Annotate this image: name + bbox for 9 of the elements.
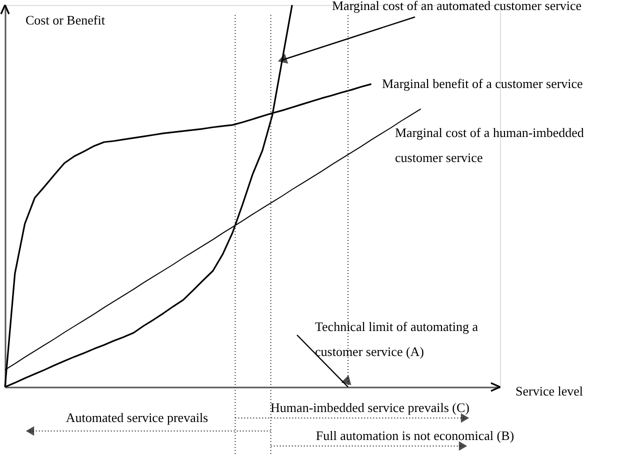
text: Human-imbedded service prevails (C) — [270, 400, 470, 415]
text: Automated service prevails — [66, 410, 208, 425]
series-label: Marginal cost of a human-imbedded customer service — [395, 125, 584, 165]
y-axis-title: Cost or Benefit — [26, 12, 106, 28]
text: Marginal cost of an automated customer service — [332, 0, 582, 13]
text: Full automation is not economical (B) — [316, 428, 514, 443]
annotation: Technical limit of automating a customer service (A) — [315, 319, 478, 359]
x-axis-title: Service level — [516, 384, 584, 398]
series-label: Marginal benefit of a customer service — [382, 76, 584, 91]
